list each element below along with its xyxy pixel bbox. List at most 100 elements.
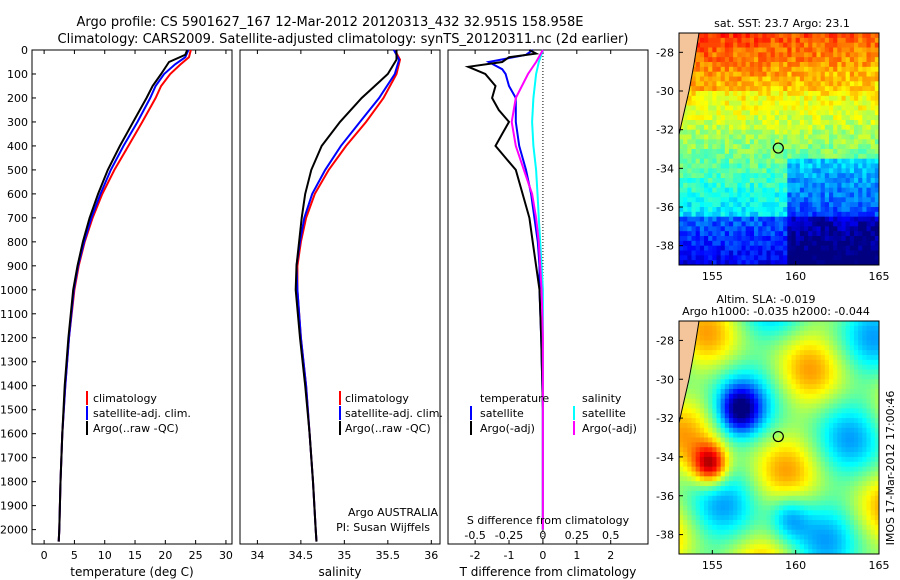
map-cell — [766, 500, 772, 507]
map-cell — [691, 255, 697, 261]
map-cell — [783, 192, 788, 198]
map-cell — [812, 369, 818, 375]
map-cell — [766, 202, 772, 208]
map-cell — [808, 325, 813, 332]
map-cell — [691, 481, 697, 487]
map-cell — [704, 197, 709, 203]
map-cell — [812, 245, 818, 252]
map-cell — [770, 442, 776, 448]
map-cell — [866, 466, 872, 473]
map-cell — [708, 437, 713, 443]
map-cell — [720, 231, 726, 237]
map-cell — [841, 495, 847, 502]
map-cell — [737, 62, 743, 68]
map-cell — [841, 369, 847, 375]
map-cell — [841, 105, 847, 111]
map-cell — [737, 447, 743, 453]
map-cell — [754, 202, 759, 208]
map-cell — [733, 182, 738, 189]
map-cell — [762, 105, 768, 111]
map-cell — [699, 129, 705, 136]
map-cell — [749, 456, 755, 463]
map-cell — [716, 515, 722, 521]
map-cell — [833, 350, 838, 356]
map-cell — [812, 158, 818, 165]
map-cell — [749, 105, 755, 111]
map-cell — [741, 57, 747, 63]
map-cell — [870, 216, 876, 223]
map-cell — [833, 255, 838, 261]
map-cell — [854, 408, 859, 414]
map-cell — [787, 221, 793, 227]
map-cell — [774, 202, 780, 208]
map-cell — [724, 110, 730, 116]
map-cell — [687, 158, 693, 165]
map-cell — [854, 139, 859, 145]
map-cell — [783, 47, 788, 53]
map-cell — [849, 129, 855, 136]
map-cell — [787, 178, 793, 184]
map-cell — [820, 173, 826, 179]
map-cell — [858, 236, 863, 242]
map-cell — [791, 163, 797, 169]
map-cell — [770, 403, 776, 409]
map-cell — [774, 379, 780, 385]
map-cell — [829, 236, 834, 242]
map-cell — [783, 539, 788, 545]
map-cell — [787, 37, 793, 44]
map-cell — [833, 37, 838, 44]
map-cell — [849, 350, 855, 356]
map-cell — [724, 481, 730, 487]
map-cell — [833, 388, 838, 395]
map-cell — [745, 520, 751, 526]
map-cell — [870, 211, 876, 218]
map-cell — [745, 197, 751, 203]
map-cell — [704, 105, 709, 111]
map-cell — [683, 211, 688, 218]
map-cell — [854, 124, 859, 131]
map-cell — [795, 466, 801, 473]
map-cell — [862, 255, 868, 261]
map-cell — [841, 52, 847, 58]
map-cell — [762, 163, 768, 169]
map-cell — [704, 245, 709, 252]
map-cell — [812, 456, 818, 463]
map-cell — [866, 168, 872, 174]
map-cell — [858, 476, 863, 482]
float-position-marker — [772, 430, 784, 443]
map-cell — [845, 42, 851, 49]
map-cell — [841, 71, 847, 78]
map-cell — [766, 158, 772, 165]
map-cell — [849, 255, 855, 261]
map-cell — [854, 95, 859, 102]
map-cell — [691, 115, 697, 121]
map-cell — [704, 192, 709, 198]
map-cell — [679, 500, 684, 507]
map-cell — [858, 178, 863, 184]
map-cell — [820, 47, 826, 53]
map-cell — [862, 192, 868, 198]
map-cell — [862, 520, 868, 526]
map-cell — [704, 490, 709, 497]
map-cell — [816, 471, 822, 477]
map-cell — [820, 471, 826, 477]
map-cell — [724, 476, 730, 482]
map-cell — [704, 442, 709, 448]
map-cell — [699, 403, 705, 409]
map-cell — [870, 403, 876, 409]
map-cell — [870, 115, 876, 121]
map-cell — [858, 62, 863, 68]
map-cell — [683, 427, 688, 434]
map-cell — [720, 52, 726, 58]
map-cell — [870, 408, 876, 414]
map-cell — [870, 100, 876, 107]
map-cell — [766, 335, 772, 342]
map-cell — [712, 384, 718, 390]
map-cell — [741, 95, 747, 102]
x-tick-label: 10 — [98, 549, 112, 562]
map-cell — [820, 490, 826, 497]
map-cell — [699, 490, 705, 497]
map-cell — [766, 95, 772, 102]
map-cell — [795, 442, 801, 448]
map-cell — [699, 476, 705, 482]
